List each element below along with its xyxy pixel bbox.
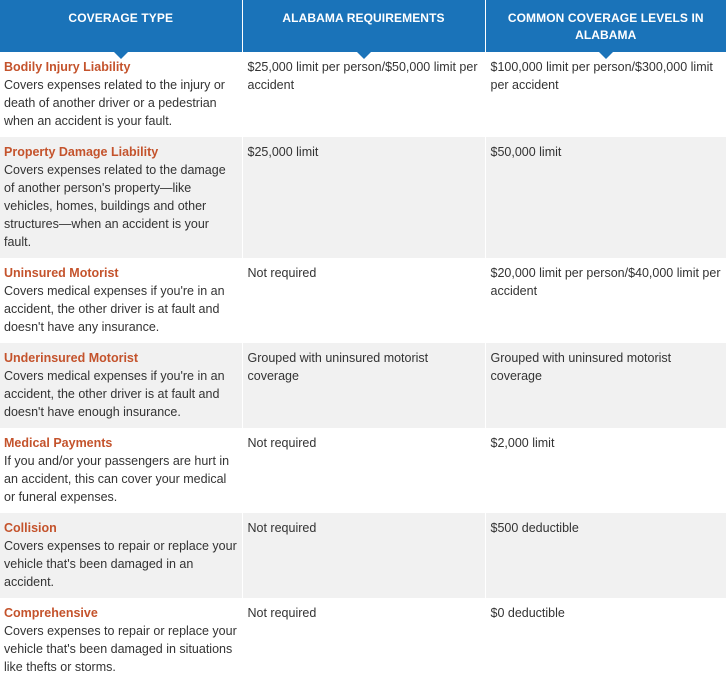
coverage-description: Covers expenses to repair or replace you… [4, 539, 237, 589]
header-coverage-type-label: COVERAGE TYPE [68, 11, 174, 25]
coverage-name: Collision [4, 521, 57, 535]
header-alabama-requirements-label: ALABAMA REQUIREMENTS [282, 11, 445, 25]
header-alabama-requirements: ALABAMA REQUIREMENTS [241, 0, 485, 59]
coverage-name: Comprehensive [4, 606, 98, 620]
header-common-levels: COMMON COVERAGE LEVELS IN ALABAMA [484, 0, 726, 59]
common-level-cell: $500 deductible [484, 513, 726, 598]
coverage-name: Uninsured Motorist [4, 266, 119, 280]
coverage-type-cell: Medical Payments If you and/or your pass… [0, 428, 242, 513]
common-level-cell: $50,000 limit [484, 137, 726, 258]
down-pointer-icon [598, 52, 613, 59]
requirement-cell: Not required [241, 513, 485, 598]
requirement-cell: Not required [241, 258, 485, 343]
coverage-name: Property Damage Liability [4, 145, 159, 159]
header-coverage-type: COVERAGE TYPE [0, 0, 242, 59]
down-pointer-icon [356, 52, 371, 59]
requirement-cell: Not required [241, 428, 485, 513]
table-row: Collision Covers expenses to repair or r… [0, 513, 726, 598]
coverage-type-cell: Comprehensive Covers expenses to repair … [0, 598, 242, 683]
table-row: Medical Payments If you and/or your pass… [0, 428, 726, 513]
coverage-type-cell: Collision Covers expenses to repair or r… [0, 513, 242, 598]
table-header: COVERAGE TYPE ALABAMA REQUIREMENTS COMMO… [0, 0, 726, 59]
coverage-description: If you and/or your passengers are hurt i… [4, 454, 230, 504]
requirement-cell: $25,000 limit [241, 137, 485, 258]
common-level-cell: Grouped with uninsured motorist coverage [484, 343, 726, 428]
coverage-description: Covers expenses related to the injury or… [4, 78, 225, 128]
common-level-cell: $2,000 limit [484, 428, 726, 513]
common-level-cell: $0 deductible [484, 598, 726, 683]
table-row: Underinsured Motorist Covers medical exp… [0, 343, 726, 428]
coverage-name: Medical Payments [4, 436, 113, 450]
table-row: Property Damage Liability Covers expense… [0, 137, 726, 258]
coverage-description: Covers medical expenses if you're in an … [4, 284, 225, 334]
common-level-cell: $100,000 limit per person/$300,000 limit… [484, 52, 726, 137]
requirement-cell: Grouped with uninsured motorist coverage [241, 343, 485, 428]
down-pointer-icon [113, 52, 128, 59]
requirement-cell: Not required [241, 598, 485, 683]
table-row: Bodily Injury Liability Covers expenses … [0, 52, 726, 137]
coverage-type-cell: Property Damage Liability Covers expense… [0, 137, 242, 258]
requirement-cell: $25,000 limit per person/$50,000 limit p… [241, 52, 485, 137]
table-row: Comprehensive Covers expenses to repair … [0, 598, 726, 683]
coverage-type-cell: Bodily Injury Liability Covers expenses … [0, 52, 242, 137]
coverage-description: Covers medical expenses if you're in an … [4, 369, 225, 419]
coverage-type-cell: Underinsured Motorist Covers medical exp… [0, 343, 242, 428]
coverage-type-cell: Uninsured Motorist Covers medical expens… [0, 258, 242, 343]
common-level-cell: $20,000 limit per person/$40,000 limit p… [484, 258, 726, 343]
header-common-levels-label: COMMON COVERAGE LEVELS IN ALABAMA [507, 11, 704, 42]
coverage-description: Covers expenses to repair or replace you… [4, 624, 237, 674]
coverage-name: Underinsured Motorist [4, 351, 139, 365]
coverage-name: Bodily Injury Liability [4, 60, 131, 74]
coverage-description: Covers expenses related to the damage of… [4, 163, 226, 249]
header-row: COVERAGE TYPE ALABAMA REQUIREMENTS COMMO… [0, 0, 726, 59]
table-body: Bodily Injury Liability Covers expenses … [0, 52, 726, 683]
table-row: Uninsured Motorist Covers medical expens… [0, 258, 726, 343]
